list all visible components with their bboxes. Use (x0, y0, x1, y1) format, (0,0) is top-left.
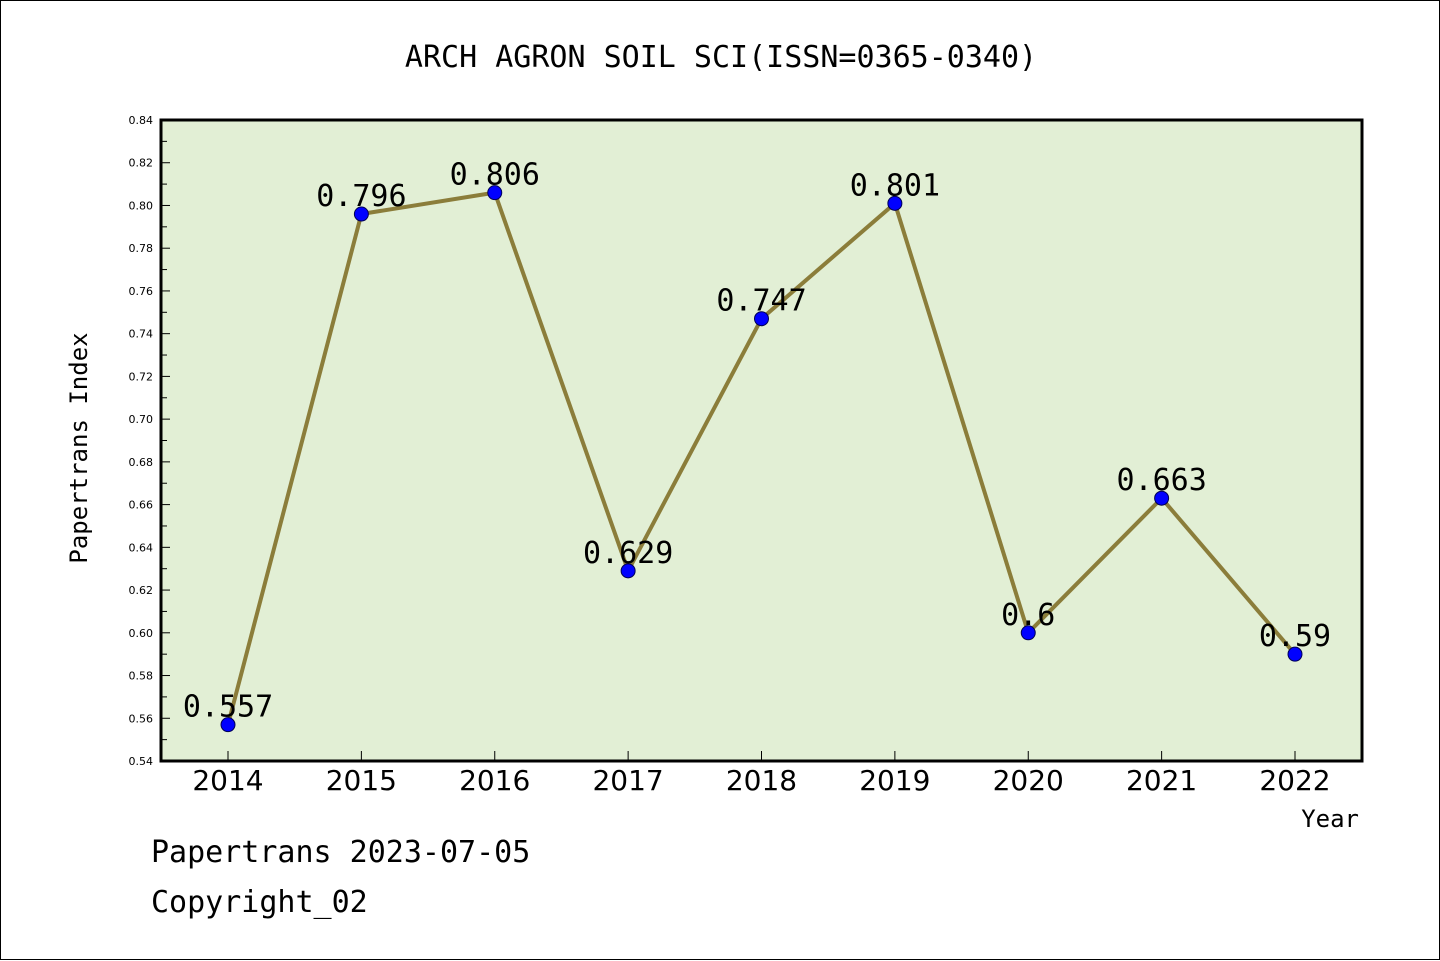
data-label: 0.806 (450, 158, 540, 193)
x-tick-label: 2021 (1126, 764, 1197, 797)
data-point (620, 563, 636, 579)
y-tick-label: 0.58 (129, 670, 154, 683)
x-tick-label: 2014 (192, 764, 263, 797)
y-tick-label: 0.76 (129, 285, 154, 298)
data-point (220, 717, 236, 733)
y-tick-label: 0.62 (129, 584, 154, 597)
plot-area (159, 118, 1364, 763)
y-tick-label: 0.56 (129, 712, 154, 725)
y-tick-label: 0.70 (129, 413, 154, 426)
y-tick-label: 0.78 (129, 242, 154, 255)
data-point (1287, 646, 1303, 662)
series-group: 0.557 0.796 0.806 0.629 0.747 0.801 0.6 0.663 0.… (183, 158, 1331, 733)
chart-title: ARCH AGRON SOIL SCI(ISSN=0365-0340) (405, 40, 1037, 75)
y-axis-label: Papertrans Index (65, 332, 93, 563)
x-axis-label: Year (1301, 805, 1359, 833)
y-tick-label: 0.64 (129, 541, 154, 554)
data-label: 0.6 (1001, 598, 1055, 633)
data-label: 0.796 (316, 179, 406, 214)
data-point (1154, 490, 1170, 506)
data-label: 0.557 (183, 690, 273, 725)
footer-date: Papertrans 2023-07-05 (151, 835, 531, 870)
data-label: 0.629 (583, 536, 673, 571)
y-tick-label: 0.68 (129, 456, 154, 469)
data-label: 0.747 (716, 284, 806, 319)
y-tick-label: 0.72 (129, 370, 154, 383)
y-tick-label: 0.80 (129, 199, 154, 212)
y-tick-label: 0.54 (129, 755, 154, 768)
data-label: 0.59 (1259, 619, 1331, 654)
x-axis: 2014 2015 2016 2017 2018 2019 2020 2021 2022 (192, 751, 1331, 797)
y-tick-label: 0.84 (129, 114, 154, 127)
footer-copyright: Copyright_02 (151, 885, 368, 920)
data-point (353, 206, 369, 222)
x-tick-label: 2015 (326, 764, 397, 797)
data-point (487, 185, 503, 201)
data-label: 0.663 (1116, 463, 1206, 498)
x-tick-label: 2019 (859, 764, 930, 797)
y-tick-label: 0.66 (129, 499, 154, 512)
x-tick-label: 2016 (459, 764, 530, 797)
x-tick-label: 2018 (726, 764, 797, 797)
y-tick-label: 0.74 (129, 328, 154, 341)
x-tick-label: 2020 (993, 764, 1064, 797)
data-label: 0.801 (850, 168, 940, 203)
data-point (887, 195, 903, 211)
data-point (1020, 625, 1036, 641)
y-tick-label: 0.60 (129, 627, 154, 640)
data-point (754, 311, 769, 327)
y-tick-label: 0.82 (129, 157, 154, 170)
x-tick-label: 2022 (1259, 764, 1330, 797)
y-axis: 0.54 0.56 0.58 0.60 0.62 0.64 0.66 0.68 0.70 0.72… (129, 114, 170, 768)
x-tick-label: 2017 (592, 764, 663, 797)
